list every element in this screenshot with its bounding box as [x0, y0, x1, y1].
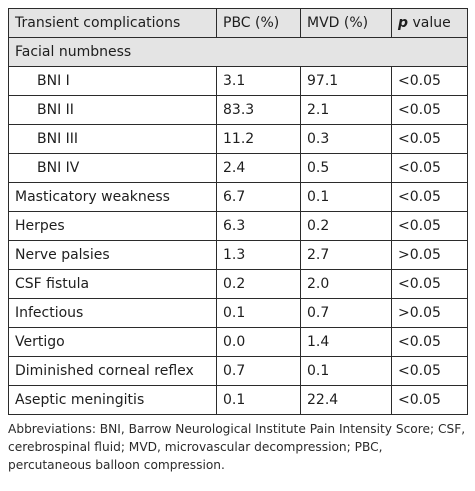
- mvd-value: 2.1: [300, 95, 392, 125]
- p-value: <0.05: [391, 385, 468, 415]
- mvd-value: 2.7: [300, 240, 392, 270]
- header-p-value: p value: [391, 8, 468, 38]
- pbc-value: 2.4: [216, 153, 301, 183]
- mvd-value: 0.2: [300, 211, 392, 241]
- mvd-value: 2.0: [300, 269, 392, 299]
- mvd-value: 0.3: [300, 124, 392, 154]
- section-row-facial-numbness: Facial numbness: [8, 37, 468, 67]
- pbc-value: 0.0: [216, 327, 301, 357]
- row-label: Herpes: [8, 211, 217, 241]
- row-label: BNI III: [8, 124, 217, 154]
- row-label: Aseptic meningitis: [8, 385, 217, 415]
- table-header-row: Transient complications PBC (%) MVD (%) …: [8, 8, 468, 38]
- row-label: BNI IV: [8, 153, 217, 183]
- row-label: Diminished corneal reflex: [8, 356, 217, 386]
- pbc-value: 1.3: [216, 240, 301, 270]
- table-row: CSF fistula 0.2 2.0 <0.05: [8, 269, 468, 299]
- header-mvd: MVD (%): [300, 8, 392, 38]
- p-value: >0.05: [391, 298, 468, 328]
- table-row: Diminished corneal reflex 0.7 0.1 <0.05: [8, 356, 468, 386]
- p-value: <0.05: [391, 269, 468, 299]
- table-row: Infectious 0.1 0.7 >0.05: [8, 298, 468, 328]
- pbc-value: 3.1: [216, 66, 301, 96]
- pbc-value: 6.7: [216, 182, 301, 212]
- header-complications: Transient complications: [8, 8, 217, 38]
- table-row: BNI II 83.3 2.1 <0.05: [8, 95, 468, 125]
- pbc-value: 0.2: [216, 269, 301, 299]
- row-label: BNI I: [8, 66, 217, 96]
- row-label: Masticatory weakness: [8, 182, 217, 212]
- section-label: Facial numbness: [8, 37, 468, 67]
- row-label: CSF fistula: [8, 269, 217, 299]
- pbc-value: 11.2: [216, 124, 301, 154]
- row-label: Nerve palsies: [8, 240, 217, 270]
- pbc-value: 0.1: [216, 385, 301, 415]
- mvd-value: 1.4: [300, 327, 392, 357]
- table-row: Herpes 6.3 0.2 <0.05: [8, 211, 468, 241]
- header-value-text: value: [408, 15, 451, 31]
- mvd-value: 0.5: [300, 153, 392, 183]
- complications-table-container: Transient complications PBC (%) MVD (%) …: [8, 8, 468, 415]
- p-value: <0.05: [391, 211, 468, 241]
- p-value: <0.05: [391, 356, 468, 386]
- table-row: Vertigo 0.0 1.4 <0.05: [8, 327, 468, 357]
- table-footnote: Abbreviations: BNI, Barrow Neurological …: [8, 422, 466, 472]
- mvd-value: 0.1: [300, 182, 392, 212]
- table-row: BNI I 3.1 97.1 <0.05: [8, 66, 468, 96]
- pbc-value: 0.7: [216, 356, 301, 386]
- header-pbc: PBC (%): [216, 8, 301, 38]
- table-row: Masticatory weakness 6.7 0.1 <0.05: [8, 182, 468, 212]
- mvd-value: 22.4: [300, 385, 392, 415]
- mvd-value: 0.1: [300, 356, 392, 386]
- p-value: <0.05: [391, 182, 468, 212]
- p-value: <0.05: [391, 95, 468, 125]
- row-label: Infectious: [8, 298, 217, 328]
- table-row: BNI III 11.2 0.3 <0.05: [8, 124, 468, 154]
- table-row: Aseptic meningitis 0.1 22.4 <0.05: [8, 385, 468, 415]
- complications-table: Transient complications PBC (%) MVD (%) …: [8, 8, 468, 415]
- mvd-value: 0.7: [300, 298, 392, 328]
- row-label: BNI II: [8, 95, 217, 125]
- row-label: Vertigo: [8, 327, 217, 357]
- p-value: <0.05: [391, 327, 468, 357]
- pbc-value: 6.3: [216, 211, 301, 241]
- table-row: Nerve palsies 1.3 2.7 >0.05: [8, 240, 468, 270]
- p-value: >0.05: [391, 240, 468, 270]
- p-value: <0.05: [391, 124, 468, 154]
- pbc-value: 83.3: [216, 95, 301, 125]
- header-p-italic: p: [398, 15, 409, 31]
- table-row: BNI IV 2.4 0.5 <0.05: [8, 153, 468, 183]
- pbc-value: 0.1: [216, 298, 301, 328]
- mvd-value: 97.1: [300, 66, 392, 96]
- p-value: <0.05: [391, 66, 468, 96]
- p-value: <0.05: [391, 153, 468, 183]
